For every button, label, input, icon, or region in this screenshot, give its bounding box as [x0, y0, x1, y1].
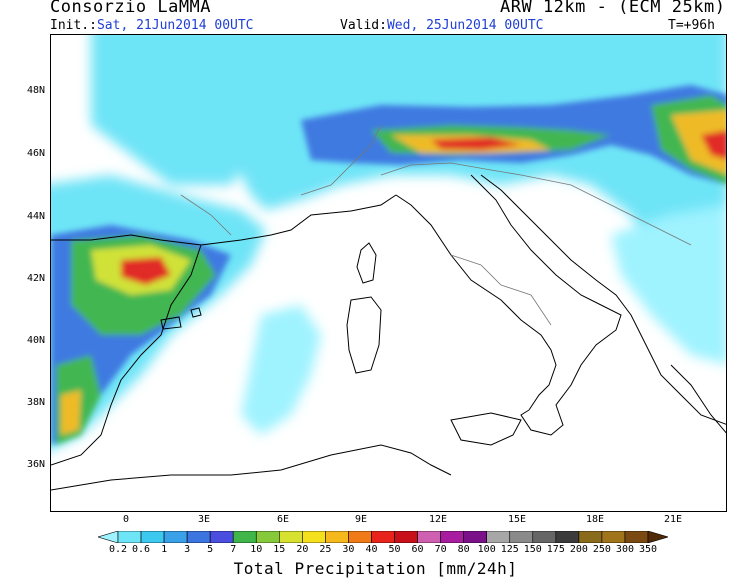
colorbar-swatch: [186, 531, 211, 543]
lat-label: 46N: [27, 148, 46, 159]
colorbar-level-label: 125: [500, 544, 519, 555]
init-label: Init.:: [50, 18, 97, 33]
lon-label: 0: [122, 514, 130, 525]
model-title: ARW 12km - (ECM 25km): [500, 0, 726, 17]
map-canvas: [51, 35, 726, 491]
colorbar-level-label: 150: [523, 544, 542, 555]
colorbar-swatch: [348, 531, 372, 543]
lon-label: 9E: [354, 514, 368, 525]
lon-label: 3E: [197, 514, 211, 525]
lat-label: 36N: [27, 459, 46, 470]
lat-label: 48N: [27, 85, 46, 96]
colorbar-swatch: [255, 531, 280, 543]
colorbar-swatch: [279, 531, 303, 543]
colorbar-swatch: [532, 531, 557, 543]
colorbar-level-label: 20: [296, 544, 309, 555]
lat-label: 42N: [27, 273, 46, 284]
colorbar-swatch: [394, 531, 418, 543]
colorbar-swatch: [209, 531, 234, 543]
colorbar-swatch: [117, 531, 142, 543]
lat-label: 38N: [27, 397, 46, 408]
colorbar-level-label: 350: [638, 544, 658, 555]
init-value: Sat, 21Jun2014 00UTC: [96, 18, 254, 33]
colorbar-swatch: [440, 531, 464, 543]
precipitation-colorbar: [98, 531, 668, 543]
colorbar-swatch: [601, 531, 626, 543]
country-borders: [180, 124, 692, 326]
colorbar-swatch: [417, 531, 441, 543]
colorbar-swatch: [325, 531, 349, 543]
colorbar-level-label: 3: [184, 544, 191, 555]
colorbar-level-label: 80: [457, 544, 470, 555]
colorbar-level-label: 50: [388, 544, 401, 555]
lon-label: 6E: [276, 514, 290, 525]
colorbar-level-label: 175: [546, 544, 565, 555]
colorbar-swatch: [140, 531, 165, 543]
colorbar-level-label: 1: [161, 544, 168, 555]
colorbar-level-label: 7: [230, 544, 237, 555]
precipitation-field: [51, 35, 726, 450]
colorbar-level-label: 100: [477, 544, 496, 555]
lon-label: 21E: [663, 514, 683, 525]
lon-label: 15E: [507, 514, 527, 525]
organization-title: Consorzio LaMMA: [50, 0, 212, 17]
colorbar-level-label: 5: [207, 544, 214, 555]
colorbar-level-label: 40: [365, 544, 378, 555]
colorbar-swatch: [555, 531, 580, 543]
colorbar-level-label: 10: [250, 544, 263, 555]
colorbar-level-label: 0.2: [108, 544, 128, 555]
colorbar-level-label: 30: [342, 544, 355, 555]
init-time: Init.:Sat, 21Jun2014 00UTC: [50, 18, 254, 33]
colorbar-swatch: [509, 531, 534, 543]
valid-label: Valid:: [340, 18, 387, 33]
colorbar-level-label: 250: [592, 544, 611, 555]
colorbar-swatch: [647, 531, 668, 543]
colorbar-title: Total Precipitation [mm/24h]: [233, 559, 518, 578]
colorbar-level-label: 60: [411, 544, 424, 555]
valid-time: Valid:Wed, 25Jun2014 00UTC: [340, 18, 544, 33]
colorbar-swatch: [486, 531, 511, 543]
colorbar-level-label: 200: [569, 544, 588, 555]
colorbar-swatch: [624, 531, 649, 543]
colorbar-level-label: 300: [615, 544, 634, 555]
colorbar-level-label: 15: [273, 544, 286, 555]
lon-label: 12E: [428, 514, 448, 525]
colorbar-swatch: [302, 531, 326, 543]
colorbar-swatch: [371, 531, 395, 543]
colorbar-swatch: [98, 531, 119, 543]
colorbar-swatch: [578, 531, 603, 543]
colorbar-swatch: [463, 531, 487, 543]
forecast-lead-time: T=+96h: [668, 18, 715, 33]
colorbar-level-label: 25: [319, 544, 332, 555]
colorbar-swatch: [232, 531, 257, 543]
lon-label: 18E: [585, 514, 605, 525]
colorbar-swatch: [163, 531, 188, 543]
precipitation-map: [50, 34, 727, 512]
coastlines: [51, 174, 726, 491]
lat-label: 40N: [27, 335, 46, 346]
valid-value: Wed, 25Jun2014 00UTC: [386, 18, 544, 33]
colorbar-level-label: 70: [434, 544, 447, 555]
colorbar-level-label: 0.6: [132, 544, 151, 555]
lat-label: 44N: [27, 211, 46, 222]
